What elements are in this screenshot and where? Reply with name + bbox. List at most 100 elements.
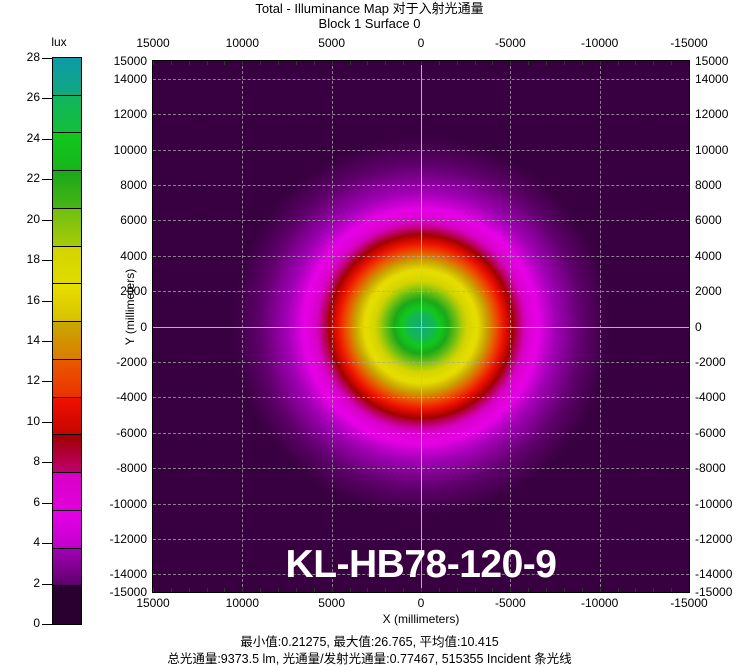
axis-tick-mark (671, 61, 673, 65)
x-axis-tick-label: -15000 (670, 596, 708, 610)
axis-tick-mark (153, 61, 154, 65)
colorbar-tick-label: 26 (26, 90, 40, 105)
y-axis-tick-label: 4000 (695, 248, 722, 263)
horizontal-gridline (153, 255, 689, 257)
y-axis-tick-label: 15000 (695, 54, 729, 68)
y-axis-tick-label: 14000 (695, 71, 729, 86)
colorbar-gradient (52, 57, 82, 625)
colorbar-tick-mark (42, 260, 52, 262)
axis-tick-mark (313, 61, 315, 65)
colorbar-tick-mark (42, 381, 52, 383)
colorbar-tick-label: 24 (26, 130, 40, 145)
axis-tick-mark (617, 61, 619, 65)
figure-title-line1: Total - Illuminance Map 对于入射光通量 (255, 1, 484, 16)
axis-tick-mark (349, 61, 351, 65)
axis-tick-mark (456, 588, 458, 592)
colorbar-band (53, 435, 81, 474)
axis-tick-mark (295, 588, 297, 592)
y-axis-tick-label: 6000 (695, 213, 722, 228)
x-axis-tick-label: 10000 (225, 36, 260, 50)
colorbar-tick-label: 4 (33, 535, 40, 550)
colorbar-band (53, 95, 81, 134)
horizontal-gridline (153, 114, 689, 116)
colorbar-tick-mark (42, 543, 52, 545)
axis-tick-mark (635, 61, 637, 65)
axis-tick-mark (599, 588, 601, 592)
colorbar-tick: 10 (0, 414, 52, 428)
colorbar-tick: 24 (0, 131, 52, 145)
y-axis-tick-label: 15000 (113, 54, 147, 68)
y-axis-tick-label: -4000 (695, 390, 726, 405)
colorbar-band (53, 58, 81, 96)
axis-tick-mark (224, 588, 226, 592)
y-axis-tick-label: -4000 (116, 390, 147, 405)
x-axis-tick-label: 5000 (318, 36, 346, 50)
x-axis-tick-label: 0 (417, 36, 425, 50)
colorbar-band (53, 359, 81, 398)
axis-tick-mark (403, 61, 405, 65)
colorbar-tick-label: 6 (33, 494, 40, 509)
horizontal-gridline (153, 468, 689, 470)
y-axis-title: Y (millimeters) (123, 268, 137, 346)
y-axis-tick-label: 10000 (113, 142, 147, 157)
horizontal-gridline (153, 432, 689, 434)
colorbar-tick: 20 (0, 212, 52, 226)
axis-tick-mark (188, 61, 190, 65)
y-axis-title-wrap: Y (millimeters) (95, 0, 137, 666)
axis-tick-mark (153, 588, 154, 592)
colorbar-tick-mark (42, 300, 52, 302)
colorbar-tick: 26 (0, 90, 52, 104)
y-axis-tick-label: 10000 (695, 142, 729, 157)
axis-tick-mark (546, 588, 548, 592)
colorbar-tick-mark (42, 98, 52, 100)
colorbar-tick-axis: 28 26 24 22 20 18 16 14 12 10 8 6 4 2 0 (0, 50, 52, 630)
horizontal-gridline (153, 149, 689, 151)
x-axis-tick-label: 0 (417, 596, 425, 610)
colorbar-band (53, 246, 81, 285)
colorbar-tick: 8 (0, 454, 52, 468)
axis-tick-mark (278, 588, 280, 592)
x-axis-tick-label: 10000 (225, 596, 260, 610)
colorbar-tick: 18 (0, 252, 52, 266)
axis-tick-mark (546, 61, 548, 65)
y-axis-tick-label: -15000 (695, 585, 733, 599)
axis-tick-mark (349, 588, 351, 592)
colorbar-tick-mark (42, 219, 52, 221)
colorbar-tick: 14 (0, 333, 52, 347)
x-axis-tick-label: -5000 (494, 36, 526, 50)
x-axis-tick-label: 15000 (136, 36, 170, 50)
y-axis-tick-label: 8000 (695, 177, 722, 192)
axis-tick-mark (278, 61, 280, 65)
product-watermark: KL-HB78-120-9 (285, 543, 557, 586)
y-axis-tick-label: 2000 (695, 284, 722, 299)
colorbar-tick-mark (42, 583, 52, 585)
colorbar-band (53, 208, 81, 247)
colorbar-tick: 16 (0, 293, 52, 307)
colorbar-band (53, 397, 81, 436)
y-axis-tick-label: -10000 (109, 496, 147, 511)
axis-tick-mark (421, 61, 422, 65)
horizontal-gridline (153, 291, 689, 293)
axis-tick-mark (563, 61, 565, 65)
axis-tick-mark (510, 61, 512, 65)
y-axis-tick-label: -12000 (695, 531, 733, 546)
x-axis-tick-label: 5000 (318, 596, 346, 610)
y-axis-tick-label: 12000 (695, 107, 729, 122)
axis-tick-mark (260, 61, 262, 65)
axis-tick-mark (421, 588, 422, 592)
colorbar-band (53, 586, 81, 624)
colorbar-tick-label: 12 (26, 373, 40, 388)
colorbar-tick-label: 10 (26, 413, 40, 428)
axis-tick-mark (242, 588, 244, 592)
y-axis-tick-label: 0 (140, 319, 147, 334)
axis-tick-mark (563, 588, 565, 592)
horizontal-gridline (153, 574, 689, 576)
axis-tick-mark (206, 588, 208, 592)
horizontal-gridline (153, 361, 689, 363)
footer-statistics-line2: 总光通量:9373.5 lm, 光通量/发射光通量:0.77467, 51535… (167, 652, 572, 666)
axis-tick-mark (671, 588, 673, 592)
y-axis-tick-label: 0 (695, 319, 702, 334)
y-axis-tick-label: 8000 (120, 177, 147, 192)
colorbar-tick-label: 16 (26, 292, 40, 307)
axis-tick-mark (528, 61, 530, 65)
